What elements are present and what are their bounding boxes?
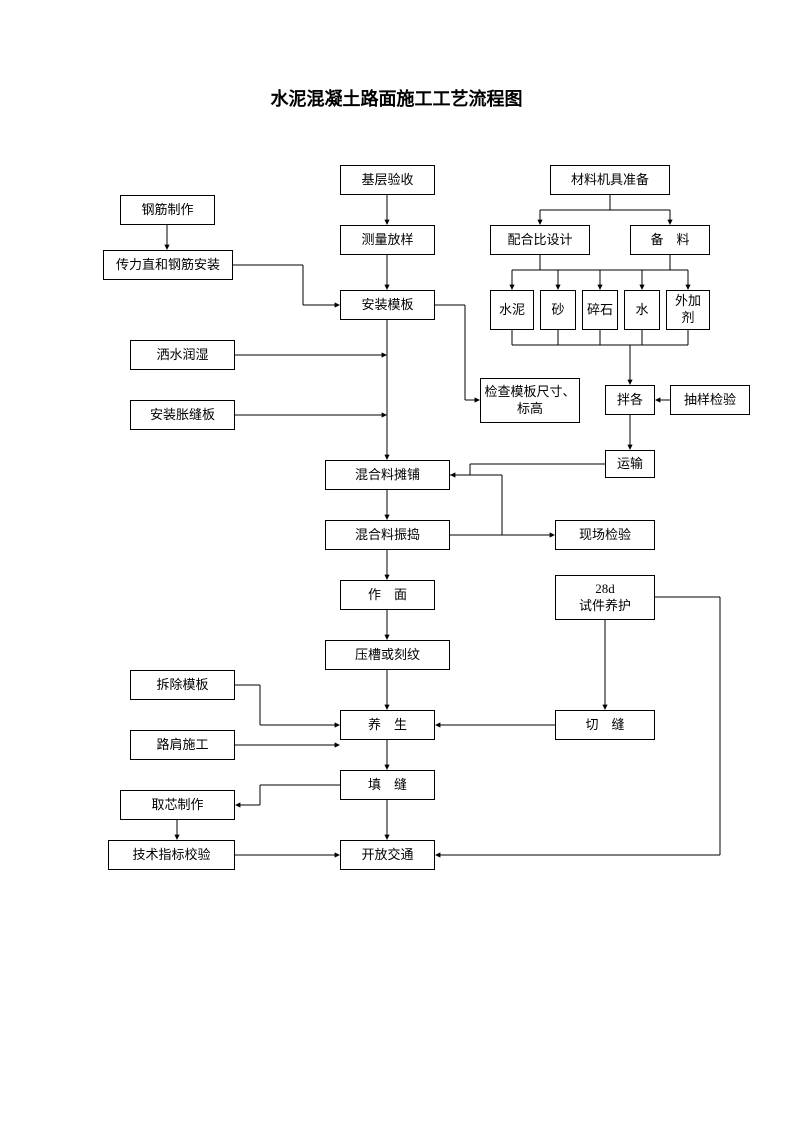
flowchart-node-sha: 砂 bbox=[540, 290, 576, 330]
flowchart-node-yc: 压槽或刻纹 bbox=[325, 640, 450, 670]
flowchart-node-bl: 备 料 bbox=[630, 225, 710, 255]
flowchart-node-azzfb: 安装胀缝板 bbox=[130, 400, 235, 430]
flowchart-node-ssrs: 洒水润湿 bbox=[130, 340, 235, 370]
page-title: 水泥混凝土路面施工工艺流程图 bbox=[0, 85, 793, 111]
flowchart-node-azmb: 安装模板 bbox=[340, 290, 435, 320]
flowchart-node-clz: 传力直和钢筋安装 bbox=[103, 250, 233, 280]
flowchart-node-zm: 作 面 bbox=[340, 580, 435, 610]
flowchart-node-phb: 配合比设计 bbox=[490, 225, 590, 255]
flowchart-node-ccmb: 拆除模板 bbox=[130, 670, 235, 700]
flowchart-node-jszb: 技术指标校验 bbox=[108, 840, 235, 870]
flowchart-node-cyjy: 抽样检验 bbox=[670, 385, 750, 415]
flowchart-node-wjj: 外加剂 bbox=[666, 290, 710, 330]
flowchart-node-ysh: 养 生 bbox=[340, 710, 435, 740]
flowchart-node-jcmb: 检查模板尺寸、标高 bbox=[480, 378, 580, 423]
flowchart-node-tf: 填 缝 bbox=[340, 770, 435, 800]
flowchart-node-bh: 拌各 bbox=[605, 385, 655, 415]
flowchart-node-gjzz: 钢筋制作 bbox=[120, 195, 215, 225]
flowchart-node-qf: 切 缝 bbox=[555, 710, 655, 740]
flowchart-node-hhlt: 混合料摊铺 bbox=[325, 460, 450, 490]
flowchart-node-qxzz: 取芯制作 bbox=[120, 790, 235, 820]
flowchart-node-cljj: 材料机具准备 bbox=[550, 165, 670, 195]
flowchart-node-sn: 水泥 bbox=[490, 290, 534, 330]
flowchart-node-d28: 28d试件养护 bbox=[555, 575, 655, 620]
flowchart-node-ys: 运输 bbox=[605, 450, 655, 478]
flowchart-node-shui: 水 bbox=[624, 290, 660, 330]
flowchart-node-hhlz: 混合料振捣 bbox=[325, 520, 450, 550]
flowchart-node-ljsg: 路肩施工 bbox=[130, 730, 235, 760]
flowchart-node-clfy: 测量放样 bbox=[340, 225, 435, 255]
flowchart-node-xcjy: 现场检验 bbox=[555, 520, 655, 550]
flowchart-node-ss: 碎石 bbox=[582, 290, 618, 330]
flowchart-node-kfjt: 开放交通 bbox=[340, 840, 435, 870]
flowchart-node-jcys: 基层验收 bbox=[340, 165, 435, 195]
